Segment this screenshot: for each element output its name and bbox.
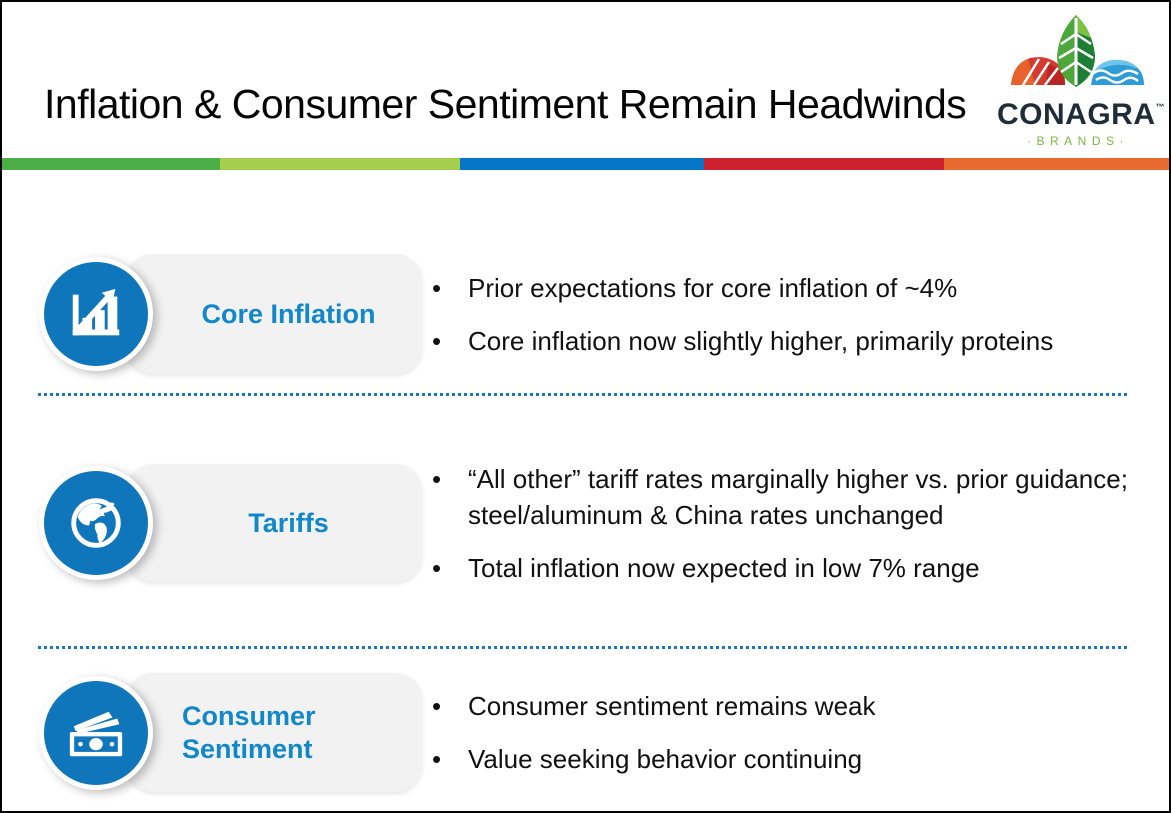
bar-chart-growth-icon — [39, 257, 153, 371]
bullet-text: “All other” tariff rates marginally high… — [468, 463, 1128, 530]
category-label: Consumer Sentiment — [182, 700, 316, 764]
row-tariffs: Tariffs • “All other” tariff rates margi… — [2, 461, 1169, 583]
bullet-marker: • — [432, 744, 442, 774]
accent-stripe — [2, 158, 1169, 170]
page-title: Inflation & Consumer Sentiment Remain He… — [44, 81, 967, 128]
bullet-text: Total inflation now expected in low 7% r… — [468, 552, 980, 583]
bullet-item: • Value seeking behavior continuing — [432, 741, 1132, 777]
stripe-segment — [2, 158, 220, 170]
stripe-segment — [944, 158, 1169, 170]
row-core-inflation: Core Inflation • Prior expectations for … — [2, 254, 1169, 374]
money-banknotes-icon — [39, 675, 153, 790]
bullet-list: • “All other” tariff rates marginally hi… — [432, 461, 1132, 583]
conagra-logo-graphic-icon — [1011, 15, 1144, 87]
stripe-segment — [460, 158, 704, 170]
bullet-item: • “All other” tariff rates marginally hi… — [432, 461, 1132, 533]
bullet-item: • Total inflation now expected in low 7%… — [432, 550, 1132, 586]
conagra-logo: CONAGRA™ ·BRANDS· — [997, 12, 1165, 148]
bullet-marker: • — [432, 463, 442, 494]
bullet-list: • Consumer sentiment remains weak • Valu… — [432, 673, 1132, 792]
stripe-segment — [704, 158, 944, 170]
category-pill: Tariffs — [127, 464, 422, 582]
category-label: Tariffs — [248, 507, 329, 538]
category-pill: Consumer Sentiment — [127, 673, 422, 792]
bullet-item: • Core inflation now slightly higher, pr… — [432, 323, 1132, 359]
bullet-text: Prior expectations for core inflation of… — [468, 272, 958, 303]
bullet-marker: • — [432, 552, 442, 583]
bullet-marker: • — [432, 325, 442, 356]
row-consumer-sentiment: Consumer Sentiment • Consumer sentiment … — [2, 673, 1169, 792]
brands-wordmark: ·BRANDS· — [1026, 134, 1129, 148]
dotted-divider — [38, 646, 1130, 649]
bullet-item: • Consumer sentiment remains weak — [432, 688, 1132, 724]
bullet-marker: • — [432, 691, 442, 721]
conagra-wordmark: CONAGRA™ — [997, 98, 1165, 131]
category-label: Core Inflation — [201, 298, 376, 329]
bullet-marker: • — [432, 272, 442, 303]
bullet-text: Consumer sentiment remains weak — [468, 691, 876, 721]
bullet-list: • Prior expectations for core inflation … — [432, 254, 1132, 374]
bullet-item: • Prior expectations for core inflation … — [432, 270, 1132, 306]
globe-icon — [39, 466, 153, 580]
trademark-symbol: ™ — [1155, 102, 1165, 112]
category-pill: Core Inflation — [127, 254, 422, 374]
stripe-segment — [220, 158, 460, 170]
dotted-divider — [38, 393, 1130, 396]
bullet-text: Core inflation now slightly higher, prim… — [468, 325, 1054, 356]
bullet-text: Value seeking behavior continuing — [468, 744, 863, 774]
